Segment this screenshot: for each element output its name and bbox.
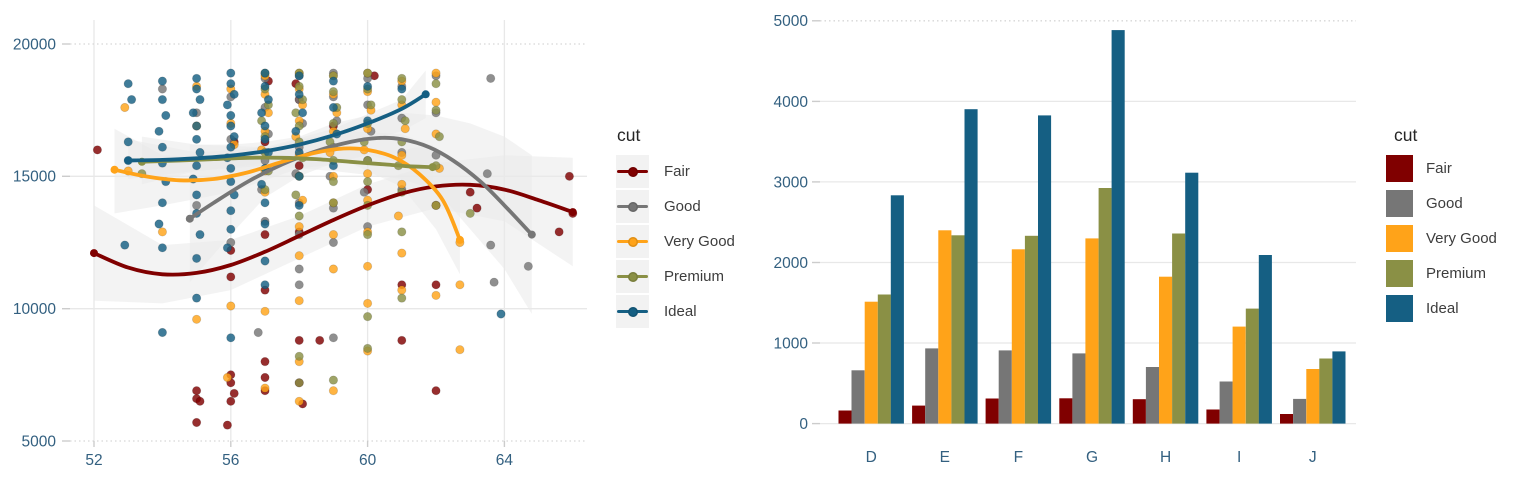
svg-text:64: 64 <box>496 452 514 469</box>
swatch-icon <box>1386 155 1413 182</box>
swatch-icon <box>1386 295 1413 322</box>
legend-label: Ideal <box>664 303 697 320</box>
legend-item-fair: Fair <box>1386 155 1534 182</box>
legend-label: Premium <box>664 268 725 285</box>
smooth-key-icon <box>616 155 649 188</box>
legend-item-ideal: Ideal <box>1386 295 1534 322</box>
legend-label: Good <box>664 198 701 215</box>
legend-item-fair: Fair <box>616 155 766 188</box>
svg-text:J: J <box>1309 449 1317 466</box>
legend-label: Premium <box>1426 265 1487 282</box>
svg-text:0: 0 <box>799 416 808 433</box>
bar-legend: cut Fair Good Very Good Premium Ideal <box>1386 125 1534 330</box>
legend-item-good: Good <box>616 190 766 223</box>
legend-label: Fair <box>1426 160 1452 177</box>
smooth-key-icon <box>616 295 649 328</box>
legend-item-good: Good <box>1386 190 1534 217</box>
svg-text:D: D <box>866 449 877 466</box>
legend-item-premium: Premium <box>616 260 766 293</box>
svg-text:1000: 1000 <box>774 335 809 352</box>
svg-text:F: F <box>1014 449 1023 466</box>
legend-label: Good <box>1426 195 1463 212</box>
svg-text:15000: 15000 <box>13 169 56 186</box>
bar-legend-title: cut <box>1394 125 1418 145</box>
bar-chart: 0 1000 2000 3000 4000 5000 D E F G H I J <box>774 13 1356 466</box>
legend-label: Very Good <box>1426 230 1497 247</box>
svg-text:56: 56 <box>222 452 239 469</box>
swatch-icon <box>1386 190 1413 217</box>
smooth-key-icon <box>616 260 649 293</box>
svg-text:5000: 5000 <box>774 13 809 30</box>
svg-text:5000: 5000 <box>22 433 57 450</box>
legend-item-ideal: Ideal <box>616 295 766 328</box>
svg-text:20000: 20000 <box>13 36 56 53</box>
smooth-key-icon <box>616 190 649 223</box>
svg-text:2000: 2000 <box>774 255 809 272</box>
svg-text:3000: 3000 <box>774 174 809 191</box>
legend-item-premium: Premium <box>1386 260 1534 287</box>
legend-label: Very Good <box>664 233 735 250</box>
swatch-icon <box>1386 260 1413 287</box>
legend-label: Ideal <box>1426 300 1459 317</box>
svg-text:60: 60 <box>359 452 377 469</box>
svg-text:10000: 10000 <box>13 301 56 318</box>
legend-label: Fair <box>664 163 690 180</box>
svg-text:G: G <box>1086 449 1098 466</box>
svg-text:52: 52 <box>85 452 102 469</box>
scatter-plot: 5000 10000 15000 20000 52 56 60 64 <box>13 20 587 469</box>
legend-item-very-good: Very Good <box>1386 225 1534 252</box>
scatter-legend-title: cut <box>617 125 641 145</box>
svg-text:H: H <box>1160 449 1171 466</box>
svg-text:E: E <box>940 449 950 466</box>
scatter-legend: cut Fair Good Very Good Premium Ideal <box>616 125 766 330</box>
swatch-icon <box>1386 225 1413 252</box>
smooth-key-icon <box>616 225 649 258</box>
legend-item-very-good: Very Good <box>616 225 766 258</box>
svg-text:4000: 4000 <box>774 94 809 111</box>
svg-text:I: I <box>1237 449 1241 466</box>
